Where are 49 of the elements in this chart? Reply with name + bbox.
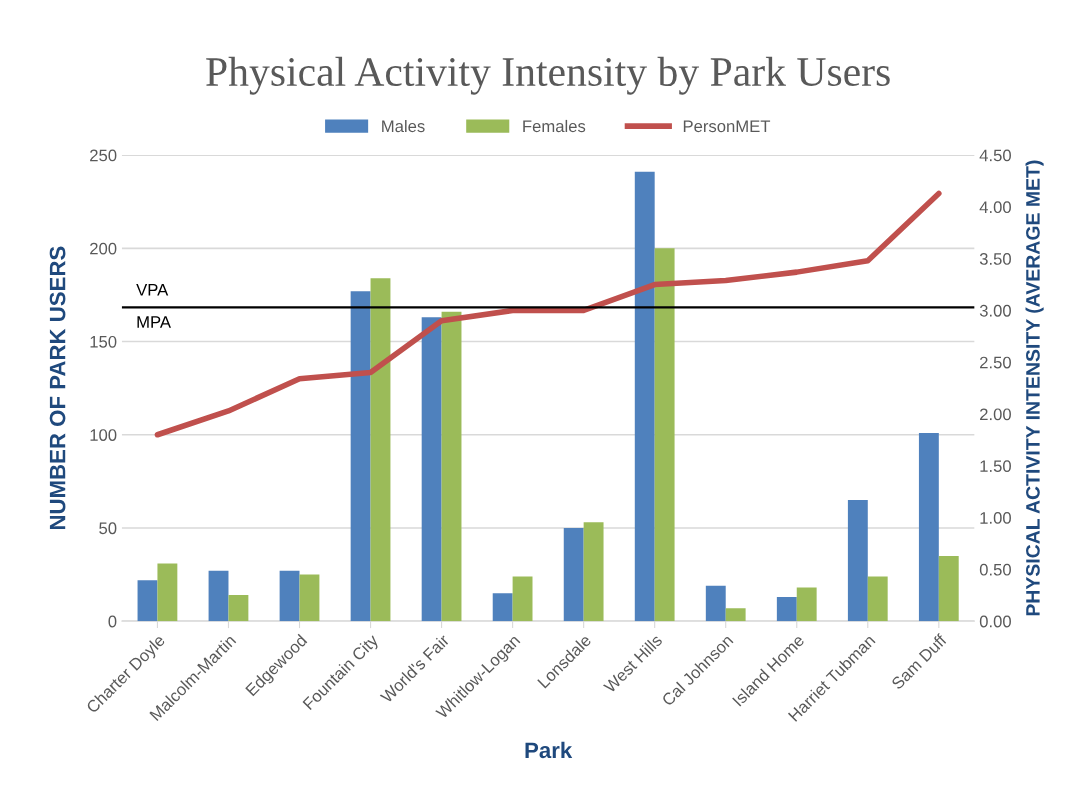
legend-label: Females — [523, 119, 586, 133]
bar — [918, 432, 939, 622]
bar — [654, 248, 675, 622]
y-tick-label: 150 — [90, 335, 117, 348]
y2-tick-label: 4.50 — [979, 149, 1011, 162]
y2-tick-label: 1.00 — [980, 512, 1011, 524]
bar — [350, 291, 371, 622]
x-axis-title: Park — [525, 741, 573, 759]
bar — [867, 576, 888, 622]
y-tick-label: 200 — [90, 242, 117, 255]
bar — [441, 311, 462, 622]
y-axis-title: NUMBER OF PARK USERS — [49, 246, 66, 530]
bar — [725, 608, 746, 622]
bar — [796, 587, 817, 622]
y2-tick-label: 3.00 — [979, 304, 1011, 317]
bar — [208, 570, 229, 622]
y2-axis-title: PHYSICAL ACTIVITY INTENSITY (AVERAGE MET) — [1025, 160, 1044, 616]
y-tick-label: 100 — [90, 429, 117, 441]
bar — [583, 522, 604, 622]
bar — [847, 500, 868, 622]
y2-tick-label: 3.50 — [979, 253, 1011, 265]
y2-tick-label: 2.00 — [980, 408, 1011, 421]
bar — [563, 527, 584, 622]
legend-label: PersonMET — [683, 120, 771, 133]
bar — [705, 585, 726, 622]
bar — [228, 595, 249, 622]
bar — [421, 317, 442, 622]
bar — [279, 570, 300, 622]
legend-label: Males — [382, 119, 425, 133]
y2-tick-label: 0.00 — [979, 615, 1011, 628]
bar — [157, 563, 178, 622]
y2-tick-label: 4.00 — [979, 201, 1011, 214]
annotation: MPA — [137, 316, 171, 328]
bar — [370, 278, 391, 622]
y2-tick-label: 0.50 — [979, 563, 1011, 576]
bar — [137, 580, 158, 622]
bar — [492, 593, 513, 622]
bar — [299, 574, 320, 622]
y-tick-label: 250 — [90, 149, 117, 162]
bar — [512, 576, 533, 622]
y-tick-label: 0 — [108, 615, 117, 628]
ref-line-label: VPA — [136, 284, 169, 296]
bar — [776, 596, 797, 622]
y2-tick-label: 2.50 — [980, 356, 1011, 369]
bar — [938, 555, 959, 622]
y2-tick-label: 1.50 — [980, 460, 1011, 473]
chart-title: Physical Activity Intensity by Park Users — [206, 56, 890, 95]
bar — [634, 171, 655, 622]
y-tick-label: 50 — [99, 522, 117, 535]
